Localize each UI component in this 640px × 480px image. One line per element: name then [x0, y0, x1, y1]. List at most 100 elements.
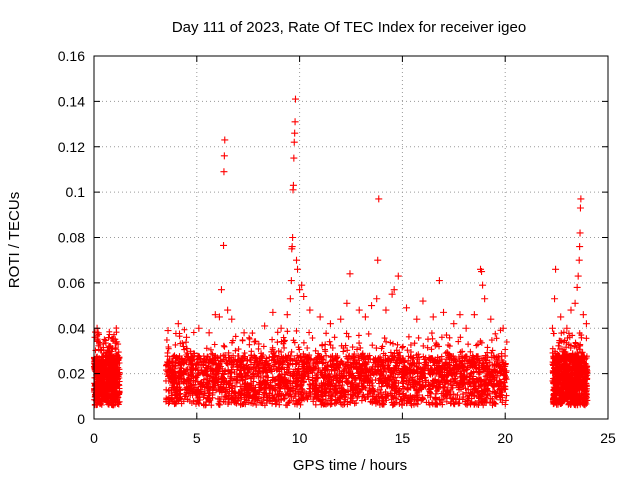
scatter-point	[355, 306, 363, 314]
scatter-point	[499, 324, 507, 332]
scatter-point	[298, 281, 306, 289]
scatter-point	[109, 345, 117, 353]
scatter-point	[290, 154, 298, 162]
scatter-point	[215, 313, 223, 321]
scatter-point	[220, 152, 228, 160]
y-tick-label: 0.02	[58, 366, 85, 382]
scatter-point	[576, 229, 584, 237]
chart-title: Day 111 of 2023, Rate Of TEC Index for r…	[172, 19, 526, 36]
scatter-point	[361, 313, 369, 321]
scatter-point	[343, 299, 351, 307]
x-tick-label: 10	[292, 430, 308, 446]
scatter-point	[288, 243, 296, 251]
scatter-point	[567, 306, 575, 314]
x-tick-label: 5	[193, 430, 201, 446]
scatter-point	[574, 272, 582, 280]
scatter-point	[557, 313, 565, 321]
scatter-point	[94, 329, 102, 337]
scatter-point	[291, 118, 299, 126]
x-tick-label: 20	[497, 430, 513, 446]
scatter-point	[440, 308, 448, 316]
scatter-point	[368, 302, 376, 310]
scatter-point	[346, 270, 354, 278]
x-tick-label: 25	[600, 430, 616, 446]
scatter-point	[164, 327, 172, 335]
scatter-point	[575, 256, 583, 264]
scatter-point	[250, 338, 258, 346]
scatter-point	[551, 295, 559, 303]
scatter-point	[174, 320, 182, 328]
scatter-point	[96, 340, 104, 348]
scatter-point	[291, 129, 299, 137]
scatter-point	[286, 295, 294, 303]
scatter-point	[211, 311, 219, 319]
scatter-point	[462, 324, 470, 332]
scatter-point	[306, 306, 314, 314]
scatter-point	[563, 324, 571, 332]
scatter-point	[220, 168, 228, 176]
scatter-point	[113, 338, 121, 346]
scatter-point	[240, 329, 248, 337]
scatter-point	[573, 283, 581, 291]
axis-ticks: 0 5 10 15 20 25 0 0.02 0.04 0.06 0.08 0.1 0.12 0.14 0.…	[58, 48, 616, 446]
scatter-point	[429, 313, 437, 321]
scatter-point	[316, 313, 324, 321]
scatter-point	[283, 311, 291, 319]
data-points	[91, 95, 591, 409]
scatter-point	[224, 306, 232, 314]
scatter-point	[390, 286, 398, 294]
scatter-point	[478, 268, 486, 276]
scatter-point	[470, 311, 478, 319]
scatter-point	[289, 181, 297, 189]
scatter-point	[548, 324, 556, 332]
scatter-point	[388, 290, 396, 298]
y-tick-label: 0.06	[58, 275, 85, 291]
scatter-point	[552, 265, 560, 273]
scatter-point	[394, 272, 402, 280]
scatter-point	[413, 315, 421, 323]
scatter-point	[571, 299, 579, 307]
scatter-point	[579, 311, 587, 319]
scatter-point	[300, 292, 308, 300]
scatter-point	[91, 333, 99, 341]
scatter-point	[287, 277, 295, 285]
scatter-point	[195, 324, 203, 332]
scatter-point	[183, 333, 191, 341]
scatter-point	[375, 195, 383, 203]
scatter-point	[373, 295, 381, 303]
scatter-point	[293, 256, 301, 264]
y-tick-label: 0.08	[58, 230, 85, 246]
scatter-point	[403, 304, 411, 312]
scatter-point	[382, 306, 390, 314]
scatter-point	[374, 256, 382, 264]
y-tick-label: 0.16	[58, 48, 85, 64]
scatter-point	[296, 286, 304, 294]
scatter-point	[576, 204, 584, 212]
scatter-point	[277, 324, 285, 332]
scatter-point	[205, 329, 213, 337]
scatter-point	[337, 315, 345, 323]
scatter-point	[577, 195, 585, 203]
y-tick-label: 0.1	[66, 184, 86, 200]
scatter-point	[291, 95, 299, 103]
grid-lines	[94, 56, 608, 419]
scatter-point	[217, 286, 225, 294]
scatter-point	[450, 320, 458, 328]
scatter-point	[290, 138, 298, 146]
scatter-point	[481, 295, 489, 303]
scatter-point	[419, 297, 427, 305]
y-tick-label: 0	[77, 411, 85, 427]
y-tick-label: 0.04	[58, 320, 85, 336]
scatter-point-cloud	[91, 325, 591, 409]
scatter-point	[576, 243, 584, 251]
scatter-point	[456, 311, 464, 319]
scatter-point	[479, 281, 487, 289]
y-axis-label: ROTI / TECUs	[6, 192, 23, 288]
y-tick-label: 0.14	[58, 93, 85, 109]
scatter-point	[228, 315, 236, 323]
scatter-point	[220, 241, 228, 249]
scatter-point	[582, 320, 590, 328]
scatter-point	[326, 320, 334, 328]
scatter-point	[294, 265, 302, 273]
